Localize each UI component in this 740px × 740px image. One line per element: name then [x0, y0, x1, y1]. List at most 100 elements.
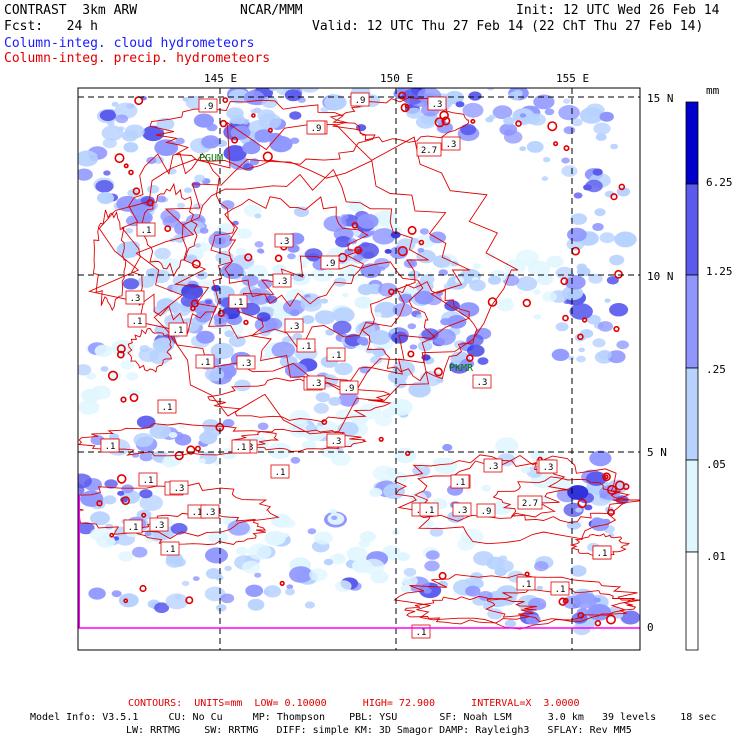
cloud-cell [323, 215, 347, 232]
cloud-cell [448, 316, 463, 327]
precip-core [388, 288, 395, 296]
cloud-cell [403, 258, 418, 269]
cloud-cell [133, 433, 154, 447]
cloud-cell [268, 88, 278, 91]
cloud-cell [568, 355, 575, 361]
precip-core [562, 314, 569, 322]
cloud-cell [606, 276, 619, 285]
precip-core [107, 370, 119, 381]
cloud-cell [595, 133, 607, 141]
cloud-cell [94, 344, 113, 358]
cloud-cell [214, 460, 222, 467]
cloud-cell [220, 593, 235, 604]
cloud-cell [571, 118, 583, 127]
svg-text:.3: .3 [477, 378, 488, 388]
precip-core [603, 474, 609, 480]
precip-core [407, 350, 415, 358]
contour-label: .1 [160, 541, 180, 556]
cloud-cell [515, 249, 539, 266]
x-tick-label: 145 E [204, 72, 237, 85]
cloud-cell [519, 146, 527, 152]
cloud-cell [242, 560, 261, 574]
cloud-cell [544, 108, 555, 116]
cloud-cell [168, 432, 178, 438]
precip-core [132, 187, 141, 195]
cloud-cell [122, 278, 140, 290]
cloud-cell [243, 90, 265, 105]
cloud-cell [237, 228, 253, 239]
cloud-cell [78, 364, 92, 376]
precip-contour-line [88, 121, 519, 435]
cloud-cell [290, 137, 300, 144]
cloud-cell [78, 150, 99, 167]
cloud-cell [330, 452, 351, 466]
cloud-cell [488, 114, 496, 120]
cloud-cell [165, 552, 184, 565]
cloud-cell [232, 220, 239, 226]
cloud-cell [334, 362, 353, 376]
precip-core [605, 614, 616, 625]
cloud-cell [543, 157, 551, 163]
cloud-cell [332, 307, 355, 323]
cloud-cell [473, 551, 494, 566]
cloud-cell [121, 484, 134, 494]
precip-core [141, 512, 147, 518]
cloud-cell [215, 574, 224, 581]
cloud-cell [320, 298, 329, 304]
cloud-cell [425, 550, 440, 560]
cloud-cell [417, 247, 425, 253]
cloud-cell [429, 231, 447, 244]
cloud-cell [250, 109, 258, 114]
cloud-cell [254, 213, 262, 219]
precip-core [116, 344, 126, 354]
precip-core [433, 367, 443, 377]
cloud-cell [594, 208, 606, 217]
svg-text:.3: .3 [432, 100, 443, 110]
contour-label: .3 [538, 459, 558, 474]
cloud-cell [462, 102, 484, 118]
cloud-cell [315, 392, 331, 403]
cloud-cell [609, 303, 629, 317]
cloud-cell [374, 312, 382, 318]
svg-text:.1: .1 [105, 442, 116, 452]
cloud-cell [175, 137, 185, 145]
contour-label: .3 [472, 374, 492, 389]
cloud-cell [546, 255, 564, 268]
cloud-cell [301, 315, 315, 325]
cloud-cell [127, 189, 139, 197]
cloud-cell [230, 125, 251, 140]
svg-text:.1: .1 [233, 298, 244, 308]
cloud-cell [498, 555, 508, 562]
cloud-cell [429, 527, 444, 537]
cloud-cell [478, 591, 493, 601]
cloud-cell [346, 546, 368, 562]
cloud-cell [97, 192, 114, 204]
precip-core [515, 120, 522, 127]
cloud-cell [494, 567, 507, 577]
contour-label: .3 [284, 318, 304, 333]
cloud-cell [314, 531, 333, 545]
precip-core [186, 445, 196, 455]
cloud-cell [136, 415, 156, 429]
cloud-cell [123, 142, 139, 153]
cloud-cell [263, 585, 282, 598]
svg-text:PGUM: PGUM [199, 153, 223, 164]
precip-core [194, 445, 201, 452]
cloud-cell [402, 575, 418, 587]
forecast-hour: Fcst: 24 h [4, 19, 98, 34]
model-info-line2: LW: RRTMG SW: RRTMG DIFF: simple KM: 3D … [126, 725, 632, 736]
cloud-cell [145, 537, 153, 543]
cloud-cell [567, 485, 589, 500]
cloud-cell [108, 433, 120, 441]
precip-core [164, 225, 172, 232]
precip-core [614, 480, 625, 491]
precip-core [522, 298, 531, 308]
cloud-cell [272, 264, 287, 274]
contour-label: .1 [296, 338, 316, 353]
precip-core [434, 117, 445, 128]
cloud-cell [607, 350, 626, 364]
cloud-cell [571, 521, 582, 529]
svg-text:.1: .1 [128, 523, 139, 533]
cloud-cell [432, 457, 445, 466]
cloud-cell [592, 223, 604, 231]
